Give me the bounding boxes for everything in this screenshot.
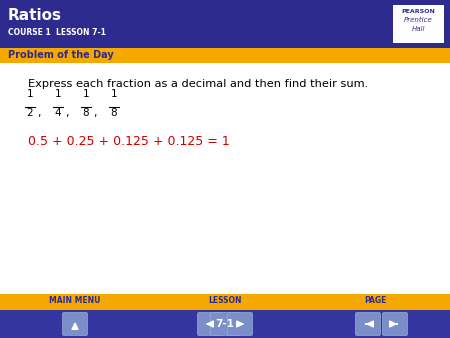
Text: 1: 1 xyxy=(27,89,33,99)
Bar xyxy=(390,2,447,46)
Text: Problem of the Day: Problem of the Day xyxy=(8,50,114,61)
Bar xyxy=(393,5,444,43)
Text: COURSE 1  LESSON 7-1: COURSE 1 LESSON 7-1 xyxy=(8,28,106,37)
FancyBboxPatch shape xyxy=(211,313,239,336)
Text: 1: 1 xyxy=(83,89,89,99)
Text: 8: 8 xyxy=(111,108,117,118)
Text: 0.5 + 0.25 + 0.125 + 0.125 = 1: 0.5 + 0.25 + 0.125 + 0.125 = 1 xyxy=(28,135,230,148)
Text: 7-1: 7-1 xyxy=(216,319,234,329)
Text: 1: 1 xyxy=(111,89,117,99)
FancyBboxPatch shape xyxy=(382,313,408,336)
Text: 8: 8 xyxy=(83,108,89,118)
Text: ,: , xyxy=(93,108,96,118)
FancyBboxPatch shape xyxy=(228,313,252,336)
Text: ,: , xyxy=(65,108,68,118)
Text: 2: 2 xyxy=(27,108,33,118)
Bar xyxy=(0,48,450,63)
Bar xyxy=(0,294,450,310)
Text: ,: , xyxy=(37,108,40,118)
Text: PAGE: PAGE xyxy=(364,296,386,305)
FancyBboxPatch shape xyxy=(198,313,222,336)
FancyBboxPatch shape xyxy=(356,313,381,336)
Text: 4: 4 xyxy=(55,108,61,118)
FancyBboxPatch shape xyxy=(63,313,87,336)
Text: 1: 1 xyxy=(55,89,61,99)
Text: LESSON: LESSON xyxy=(208,296,242,305)
Bar xyxy=(0,0,450,48)
Text: Prentice: Prentice xyxy=(404,17,433,23)
Text: PEARSON: PEARSON xyxy=(401,9,436,14)
Text: Ratios: Ratios xyxy=(8,8,62,23)
Text: Express each fraction as a decimal and then find their sum.: Express each fraction as a decimal and t… xyxy=(28,79,368,89)
Text: MAIN MENU: MAIN MENU xyxy=(50,296,101,305)
Text: Hall: Hall xyxy=(412,26,425,32)
Bar xyxy=(0,310,450,338)
